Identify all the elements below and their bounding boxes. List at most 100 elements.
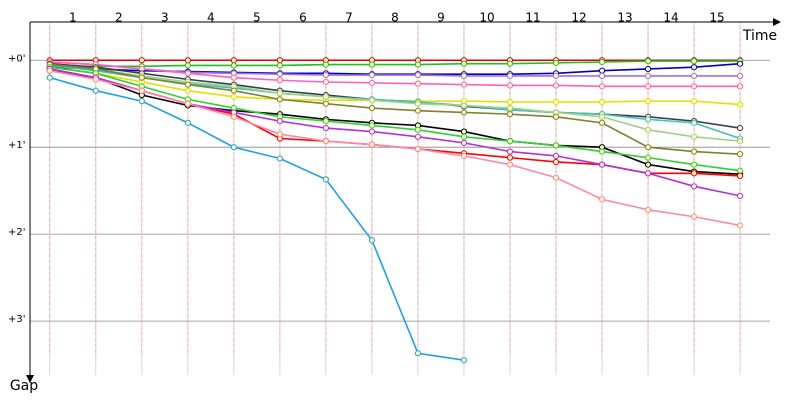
point bbox=[46, 74, 53, 81]
point bbox=[414, 107, 422, 114]
point bbox=[414, 350, 422, 357]
point bbox=[644, 116, 652, 123]
plot bbox=[46, 57, 744, 364]
point bbox=[414, 126, 422, 133]
point bbox=[230, 57, 237, 64]
point bbox=[690, 58, 698, 65]
point bbox=[506, 138, 514, 145]
point bbox=[736, 192, 744, 199]
point bbox=[460, 60, 468, 67]
x-tick-label: 5 bbox=[253, 11, 261, 25]
point bbox=[506, 72, 514, 80]
x-tick-label: 1 bbox=[69, 11, 77, 25]
point bbox=[598, 98, 606, 106]
point bbox=[552, 82, 560, 89]
y-tick-label: +1' bbox=[8, 140, 26, 151]
point bbox=[552, 174, 560, 181]
point bbox=[230, 93, 237, 100]
series-line bbox=[49, 63, 741, 142]
point bbox=[414, 71, 422, 79]
y-tick-label: +2' bbox=[8, 227, 26, 238]
point bbox=[736, 124, 744, 132]
point bbox=[460, 152, 468, 159]
point bbox=[230, 144, 237, 151]
point bbox=[368, 97, 376, 104]
point bbox=[736, 83, 744, 90]
x-tick-label: 13 bbox=[617, 11, 632, 25]
point bbox=[460, 357, 468, 364]
point bbox=[460, 81, 468, 88]
point bbox=[690, 72, 698, 80]
x-axis-label: Time bbox=[742, 28, 777, 44]
point bbox=[552, 158, 560, 166]
point bbox=[644, 83, 652, 90]
point bbox=[644, 154, 652, 161]
point bbox=[644, 65, 652, 73]
point bbox=[644, 206, 652, 213]
point bbox=[184, 100, 191, 107]
point bbox=[184, 62, 191, 69]
series-line bbox=[49, 76, 465, 362]
x-tick-label: 7 bbox=[345, 11, 353, 25]
point bbox=[460, 133, 468, 140]
point bbox=[552, 59, 560, 66]
point bbox=[368, 104, 376, 112]
point bbox=[138, 57, 145, 64]
y-axis-label: Gap bbox=[10, 378, 38, 394]
point bbox=[184, 57, 191, 64]
point bbox=[368, 128, 376, 135]
point bbox=[368, 141, 376, 148]
x-tick-label: 10 bbox=[479, 11, 494, 25]
point bbox=[368, 79, 376, 86]
point bbox=[322, 138, 330, 145]
point bbox=[276, 62, 283, 69]
point bbox=[368, 237, 376, 244]
point bbox=[736, 167, 744, 174]
point bbox=[368, 122, 376, 129]
point bbox=[552, 142, 560, 149]
point bbox=[322, 176, 330, 183]
point bbox=[92, 76, 99, 83]
point bbox=[690, 133, 698, 140]
series-line bbox=[49, 60, 741, 68]
point bbox=[598, 58, 606, 66]
point bbox=[644, 126, 652, 133]
point bbox=[276, 77, 283, 84]
point bbox=[414, 100, 422, 107]
point bbox=[736, 72, 744, 80]
point bbox=[276, 118, 283, 125]
point bbox=[46, 67, 53, 74]
point bbox=[690, 213, 698, 220]
x-tick-label: 14 bbox=[663, 11, 678, 25]
point bbox=[552, 98, 560, 106]
point bbox=[138, 87, 145, 94]
x-tick-label: 15 bbox=[709, 11, 724, 25]
point bbox=[690, 83, 698, 90]
point bbox=[506, 60, 514, 67]
point bbox=[414, 133, 422, 140]
point bbox=[276, 90, 283, 97]
point bbox=[322, 124, 330, 132]
point bbox=[414, 61, 422, 68]
point bbox=[552, 72, 560, 80]
point bbox=[644, 170, 652, 177]
point bbox=[736, 222, 744, 229]
point bbox=[460, 72, 468, 80]
series-line bbox=[49, 69, 741, 227]
point bbox=[276, 131, 283, 138]
point bbox=[184, 81, 191, 88]
point bbox=[460, 109, 468, 116]
point bbox=[690, 183, 698, 190]
x-tick-label: 9 bbox=[437, 11, 445, 25]
point bbox=[414, 80, 422, 87]
point bbox=[414, 145, 422, 153]
point bbox=[506, 154, 514, 161]
point bbox=[506, 82, 514, 89]
point bbox=[690, 161, 698, 168]
point bbox=[598, 148, 606, 155]
point bbox=[276, 71, 283, 78]
point bbox=[460, 128, 468, 135]
series-line bbox=[49, 69, 741, 175]
point bbox=[506, 98, 514, 106]
point bbox=[736, 60, 744, 67]
